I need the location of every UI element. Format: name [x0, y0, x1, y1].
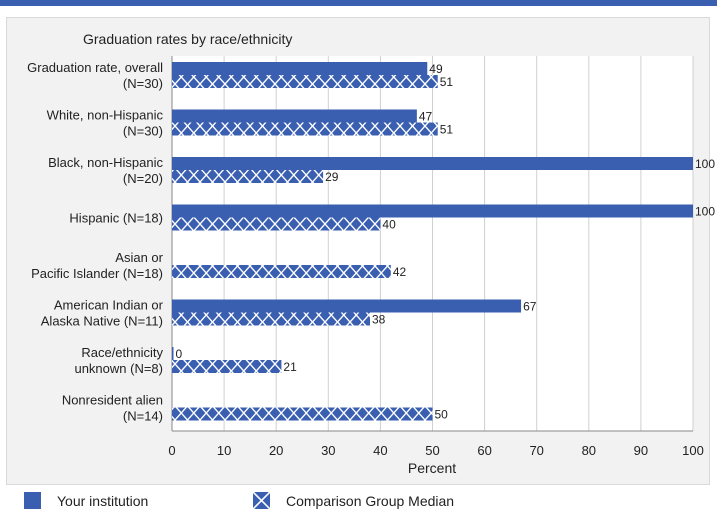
category-label: Hispanic (N=18) [69, 211, 163, 226]
x-axis-label: Percent [408, 460, 456, 476]
bar-comparison-median [172, 217, 381, 231]
x-tick-label: 20 [269, 443, 283, 458]
bar-your-institution [172, 347, 174, 360]
plot-area: 0 10 20 30 40 50 60 70 80 90 100 Graduation rate, o… [27, 56, 715, 458]
x-tick-label: 10 [217, 443, 231, 458]
category-label: Pacific Islander (N=18) [31, 266, 163, 281]
category-label: (N=30) [123, 76, 163, 91]
bar-value-label: 21 [283, 360, 297, 374]
bar-value-label: 100 [695, 205, 715, 219]
bar-your-institution [172, 157, 693, 170]
bar-comparison-median [172, 170, 324, 183]
category-label: Asian or [115, 250, 163, 265]
bar-value-label: 0 [176, 347, 183, 361]
category-label: American Indian or [54, 298, 164, 313]
category-label: White, non-Hispanic [47, 108, 164, 123]
crosshatch-swatch-icon [253, 492, 270, 509]
bar-value-label: 51 [440, 123, 454, 137]
bar-your-institution [172, 62, 428, 75]
category-label: unknown (N=8) [74, 361, 163, 376]
category-label: Alaska Native (N=11) [41, 314, 163, 329]
x-tick-label: 100 [682, 443, 704, 458]
x-tick-label: 30 [321, 443, 335, 458]
chart-title: Graduation rates by race/ethnicity [83, 31, 292, 47]
bar-value-label: 40 [382, 218, 396, 232]
category-label: (N=20) [123, 171, 163, 186]
category-label: (N=14) [123, 409, 163, 424]
bar-comparison-median [172, 75, 438, 88]
bar-your-institution [172, 204, 693, 218]
category-label: Black, non-Hispanic [48, 155, 163, 170]
x-tick-label: 80 [582, 443, 596, 458]
category-label: Graduation rate, overall [27, 60, 163, 75]
bar-value-label: 50 [435, 408, 449, 422]
x-tick-label: 90 [634, 443, 648, 458]
bar-comparison-median [172, 312, 370, 326]
legend-item-comparison-group: Comparison Group Median [253, 492, 454, 509]
legend-label: Comparison Group Median [286, 492, 455, 509]
category-label: (N=30) [123, 124, 163, 139]
solid-swatch-icon [24, 492, 41, 509]
category-label: Race/ethnicity [81, 345, 163, 360]
bar-value-label: 100 [695, 157, 715, 171]
x-tick-label: 60 [477, 443, 491, 458]
x-tick-label: 0 [168, 443, 175, 458]
bar-comparison-median [172, 407, 433, 421]
legend: Your institution Comparison Group Median [24, 490, 704, 514]
bar-value-label: 51 [440, 75, 454, 89]
x-tick-label: 50 [425, 443, 439, 458]
bar-value-label: 67 [523, 300, 537, 314]
bar-comparison-median [172, 265, 391, 278]
legend-item-your-institution: Your institution [24, 492, 148, 509]
bar-value-label: 38 [372, 313, 386, 327]
bar-value-label: 47 [419, 110, 433, 124]
bar-comparison-median [172, 360, 282, 373]
bar-your-institution [172, 109, 417, 123]
bar-chart: Graduation rates by race/ethnicity 0 10 20… [27, 31, 715, 476]
x-tick-label: 70 [529, 443, 543, 458]
x-tick-label: 40 [373, 443, 387, 458]
bar-your-institution [172, 299, 522, 313]
category-label: Nonresident alien [62, 393, 163, 408]
bar-value-label: 29 [325, 170, 339, 184]
bar-value-label: 49 [429, 62, 443, 76]
legend-label: Your institution [57, 492, 149, 509]
bar-comparison-median [172, 122, 438, 136]
bar-value-label: 42 [393, 265, 407, 279]
top-rule [0, 0, 717, 6]
